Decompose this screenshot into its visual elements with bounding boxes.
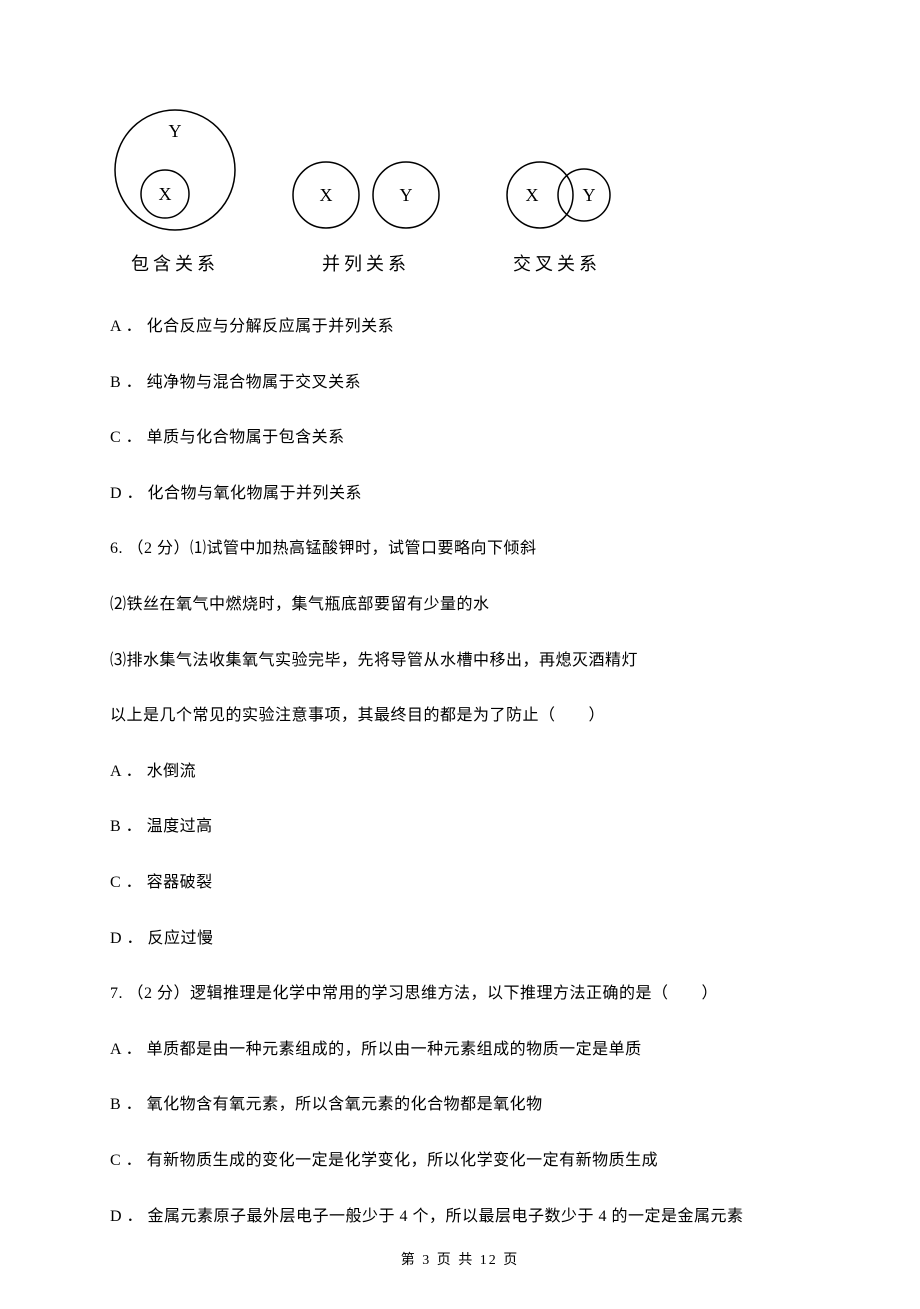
intersect-left-label: X — [526, 185, 539, 205]
q6-option-c: C ． 容器破裂 — [110, 870, 810, 896]
intersect-caption: 交叉关系 — [513, 250, 601, 276]
diagram-intersect: X Y 交叉关系 — [492, 150, 622, 276]
q6-p2: ⑵铁丝在氧气中燃烧时，集气瓶底部要留有少量的水 — [110, 592, 810, 618]
diagram-row: Y X 包含关系 X Y 并列关系 X Y 交叉关系 — [110, 100, 810, 276]
q7-option-a: A ． 单质都是由一种元素组成的，所以由一种元素组成的物质一定是单质 — [110, 1037, 810, 1063]
containment-caption: 包含关系 — [131, 250, 219, 276]
q7-option-b: B ． 氧化物含有氧元素，所以含氧元素的化合物都是氧化物 — [110, 1092, 810, 1118]
q5-option-c: C ． 单质与化合物属于包含关系 — [110, 425, 810, 451]
diagram-parallel: X Y 并列关系 — [286, 150, 446, 276]
parallel-svg: X Y — [286, 150, 446, 240]
parallel-caption: 并列关系 — [322, 250, 410, 276]
q6-tail: 以上是几个常见的实验注意事项，其最终目的都是为了防止（ ） — [110, 703, 810, 729]
q7-stem: 7. （2 分）逻辑推理是化学中常用的学习思维方法，以下推理方法正确的是（ ） — [110, 981, 810, 1007]
q7-option-d: D ． 金属元素原子最外层电子一般少于 4 个，所以最层电子数少于 4 的一定是… — [110, 1204, 810, 1230]
intersect-right-label: Y — [583, 185, 596, 205]
q5-option-d: D ． 化合物与氧化物属于并列关系 — [110, 481, 810, 507]
q6-stem: 6. （2 分）⑴试管中加热高锰酸钾时，试管口要略向下倾斜 — [110, 536, 810, 562]
page-footer: 第 3 页 共 12 页 — [0, 1249, 920, 1269]
page-body: Y X 包含关系 X Y 并列关系 X Y 交叉关系 A ． 化合反应与分 — [0, 0, 920, 1309]
parallel-left-label: X — [320, 185, 333, 205]
diagram-containment: Y X 包含关系 — [110, 100, 240, 276]
q6-option-b: B ． 温度过高 — [110, 814, 810, 840]
parallel-right-label: Y — [400, 185, 413, 205]
intersect-svg: X Y — [492, 150, 622, 240]
q7-option-c: C ． 有新物质生成的变化一定是化学变化，所以化学变化一定有新物质生成 — [110, 1148, 810, 1174]
q6-option-a: A ． 水倒流 — [110, 759, 810, 785]
q6-p3: ⑶排水集气法收集氧气实验完毕，先将导管从水槽中移出，再熄灭酒精灯 — [110, 648, 810, 674]
q6-option-d: D ． 反应过慢 — [110, 926, 810, 952]
containment-inner-label: X — [159, 184, 172, 204]
q5-option-a: A ． 化合反应与分解反应属于并列关系 — [110, 314, 810, 340]
containment-svg: Y X — [110, 100, 240, 240]
containment-outer-label: Y — [169, 121, 182, 141]
q5-option-b: B ． 纯净物与混合物属于交叉关系 — [110, 370, 810, 396]
